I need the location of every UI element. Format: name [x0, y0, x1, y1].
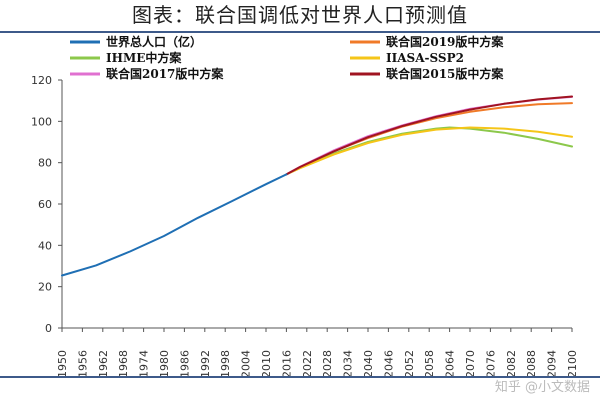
x-tick-label: 2034 [342, 350, 355, 378]
series-line-4 [285, 95, 573, 176]
x-tick-label: 2010 [260, 350, 273, 378]
x-tick-label: 2040 [362, 350, 375, 378]
watermark: 知乎 @小文数据 [494, 380, 590, 395]
series-lines [61, 95, 573, 277]
x-tick-label: 2052 [403, 350, 416, 378]
x-tick-label: 2076 [484, 350, 497, 378]
series-line-5 [285, 95, 573, 176]
legend-label-0: 世界总人口（亿） [106, 34, 202, 49]
series-line-0 [61, 173, 288, 277]
x-tick-label: 1968 [117, 350, 130, 378]
x-tick-label: 2004 [240, 350, 253, 378]
x-tick-label: 1962 [97, 350, 110, 378]
x-tick-label: 1956 [76, 350, 89, 378]
series-line-3 [285, 126, 573, 176]
x-tick-label: 2046 [382, 350, 395, 378]
x-tick-label: 2088 [525, 350, 538, 378]
legend-label-1: 联合国2019版中方案 [386, 34, 504, 49]
x-tick-label: 1980 [158, 350, 171, 378]
x-tick-label: 2058 [423, 350, 436, 378]
y-tick-label: 60 [38, 198, 52, 211]
legend-label-3: IIASA-SSP2 [386, 51, 464, 65]
y-tick-label: 40 [38, 239, 52, 252]
chart-title: 图表：联合国调低对世界人口预测值 [132, 3, 468, 27]
x-tick-label: 2022 [301, 350, 314, 378]
y-tick-label: 0 [45, 322, 52, 335]
x-tick-label: 2064 [444, 350, 457, 378]
x-tick-label: 1950 [56, 350, 69, 378]
legend-label-2: IHME中方案 [106, 50, 182, 65]
x-tick-label: 1992 [199, 350, 212, 378]
y-tick-label: 120 [31, 74, 52, 87]
title-divider [0, 31, 600, 33]
y-tick-label: 20 [38, 281, 52, 294]
x-tick-label: 1986 [178, 350, 191, 378]
x-tick-label: 1998 [219, 350, 232, 378]
x-tick-label: 2100 [566, 350, 579, 378]
bottom-divider [0, 376, 600, 378]
y-tick-label: 100 [31, 115, 52, 128]
x-tick-label: 2082 [505, 350, 518, 378]
x-tick-label: 2070 [464, 350, 477, 378]
x-tick-label: 2028 [321, 350, 334, 378]
legend-label-4: 联合国2017版中方案 [106, 66, 224, 81]
x-tick-label: 2094 [546, 350, 559, 378]
x-tick-label: 1974 [138, 350, 151, 378]
series-line-1 [285, 102, 573, 176]
y-tick-label: 80 [38, 157, 52, 170]
series-line-2 [285, 126, 573, 176]
x-tick-label: 2016 [280, 350, 293, 378]
legend-label-5: 联合国2015版中方案 [386, 66, 504, 81]
